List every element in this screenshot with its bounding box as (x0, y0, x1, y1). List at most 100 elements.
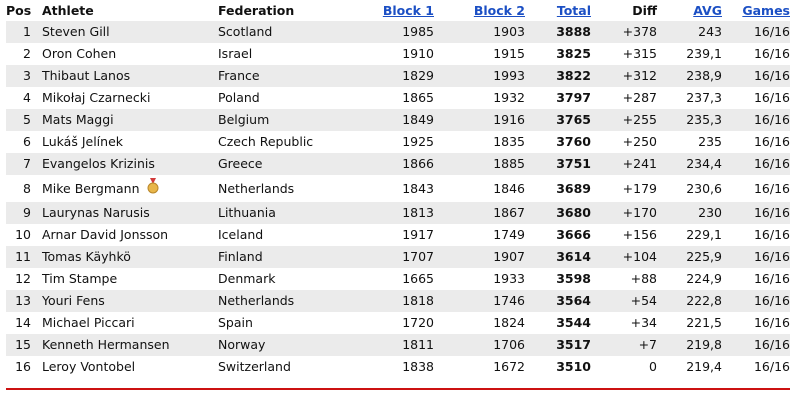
table-cell: 3825 (556, 46, 591, 61)
medal-icon (147, 178, 159, 194)
table-cell: France (218, 68, 260, 83)
table-cell: 234,4 (686, 156, 722, 171)
table-cell: 3888 (556, 24, 591, 39)
table-row: 4 Mikołaj Czarnecki Poland 1865 1932 3797 +287… (6, 87, 790, 109)
table-cell: Arnar David Jonsson (42, 227, 169, 242)
table-cell: 225,9 (686, 249, 722, 264)
table-cell: Mikołaj Czarnecki (42, 90, 151, 105)
table-cell: 1866 (402, 156, 434, 171)
table-cell: Lukáš Jelínek (42, 134, 124, 149)
sort-link[interactable]: Block 1 (382, 3, 434, 18)
table-row: 9 Laurynas Narusis Lithuania 1813 1867 3680 +1… (6, 202, 790, 224)
table-cell: Thibaut Lanos (42, 68, 131, 83)
table-cell: Norway (218, 337, 266, 352)
table-cell: 1746 (493, 293, 525, 308)
table-cell: 3797 (556, 90, 591, 105)
table-cell: 1813 (402, 205, 434, 220)
table-cell: 1829 (402, 68, 434, 83)
table-cell: +241 (622, 156, 657, 171)
table-cell: +378 (622, 24, 657, 39)
table-cell: 239,1 (686, 46, 722, 61)
table-cell: 1925 (402, 134, 434, 149)
sort-link[interactable]: Total (556, 3, 591, 18)
table-cell: +54 (630, 293, 657, 308)
table-row: 12 Tim Stampe Denmark 1665 1933 3598 +88 224,9 1… (6, 268, 790, 290)
table-cell: 1706 (493, 337, 525, 352)
table-cell: 11 (15, 249, 31, 264)
table-cell: Michael Piccari (42, 315, 135, 330)
table-cell: 1932 (493, 90, 525, 105)
table-cell: Mike Bergmann (42, 181, 140, 196)
table-cell: 14 (15, 315, 31, 330)
table-cell: 16/16 (753, 293, 790, 308)
table-cell: 3517 (556, 337, 591, 352)
table-cell: 7 (23, 156, 31, 171)
table-cell: 1838 (402, 359, 434, 374)
table-cell: 1818 (402, 293, 434, 308)
table-cell: 1707 (402, 249, 434, 264)
table-cell: Greece (218, 156, 263, 171)
table-cell: 1993 (493, 68, 525, 83)
table-cell: 3544 (556, 315, 591, 330)
table-cell: 1907 (493, 249, 525, 264)
table-cell: Leroy Vontobel (42, 359, 136, 374)
table-row: 6 Lukáš Jelínek Czech Republic 1925 1835 3760… (6, 131, 790, 153)
table-row: 11 Tomas Käyhkö Finland 1707 1907 3614 +104 225… (6, 246, 790, 268)
table-cell: 16/16 (753, 227, 790, 242)
table-cell: 1846 (493, 181, 525, 196)
column-header: Pos (6, 3, 32, 18)
table-row: 8 Mike Bergmann Netherlands 1843 1846 3689 +17… (6, 175, 790, 202)
table-cell: 9 (23, 205, 31, 220)
table-cell: 12 (15, 271, 31, 286)
table-cell: Czech Republic (218, 134, 314, 149)
table-cell: 3666 (556, 227, 591, 242)
table-cell: 16/16 (753, 90, 790, 105)
table-cell: Oron Cohen (42, 46, 117, 61)
table-cell: 1916 (493, 112, 525, 127)
table-bottom-rule (6, 388, 790, 390)
table-cell: +250 (622, 134, 657, 149)
sort-link[interactable]: Block 2 (473, 3, 525, 18)
table-cell: Iceland (218, 227, 264, 242)
table-row: 10 Arnar David Jonsson Iceland 1917 1749 3666… (6, 224, 790, 246)
table-cell: 16/16 (753, 337, 790, 352)
table-cell: 1672 (493, 359, 525, 374)
table-cell: 3751 (556, 156, 591, 171)
table-cell: Steven Gill (42, 24, 110, 39)
table-cell: 219,8 (686, 337, 722, 352)
table-cell: +255 (622, 112, 657, 127)
table-cell: 16 (15, 359, 31, 374)
table-cell: 1843 (402, 181, 434, 196)
table-cell: 16/16 (753, 68, 790, 83)
table-cell: 1811 (402, 337, 434, 352)
table-cell: Laurynas Narusis (42, 205, 150, 220)
table-cell: 1933 (493, 271, 525, 286)
table-cell: 8 (23, 181, 31, 196)
table-row: 13 Youri Fens Netherlands 1818 1746 3564 +54 22… (6, 290, 790, 312)
table-cell: 3510 (556, 359, 591, 374)
table-cell: 16/16 (753, 359, 790, 374)
table-cell: Tim Stampe (42, 271, 118, 286)
table-cell: +312 (622, 68, 657, 83)
table-row: 3 Thibaut Lanos France 1829 1993 3822 +312 238,… (6, 65, 790, 87)
table-cell: 16/16 (753, 271, 790, 286)
table-cell: 16/16 (753, 249, 790, 264)
table-cell: +315 (622, 46, 657, 61)
table-row: 14 Michael Piccari Spain 1720 1824 3544 +34 221… (6, 312, 790, 334)
table-cell: 3689 (556, 181, 591, 196)
table-cell: 13 (15, 293, 31, 308)
table-cell: 3760 (556, 134, 591, 149)
table-row: 7 Evangelos Krizinis Greece 1866 1885 3751 +24… (6, 153, 790, 175)
table-cell: 10 (15, 227, 31, 242)
table-cell: Netherlands (218, 181, 295, 196)
table-cell: 219,4 (686, 359, 722, 374)
table-cell: 3598 (556, 271, 591, 286)
table-cell: 1903 (493, 24, 525, 39)
sort-link[interactable]: AVG (693, 3, 722, 18)
table-cell: 16/16 (753, 112, 790, 127)
sort-link[interactable]: Games (742, 3, 790, 18)
table-cell: 16/16 (753, 24, 790, 39)
table-row: 16 Leroy Vontobel Switzerland 1838 1672 3510 0… (6, 356, 790, 378)
table-cell: 1720 (402, 315, 434, 330)
